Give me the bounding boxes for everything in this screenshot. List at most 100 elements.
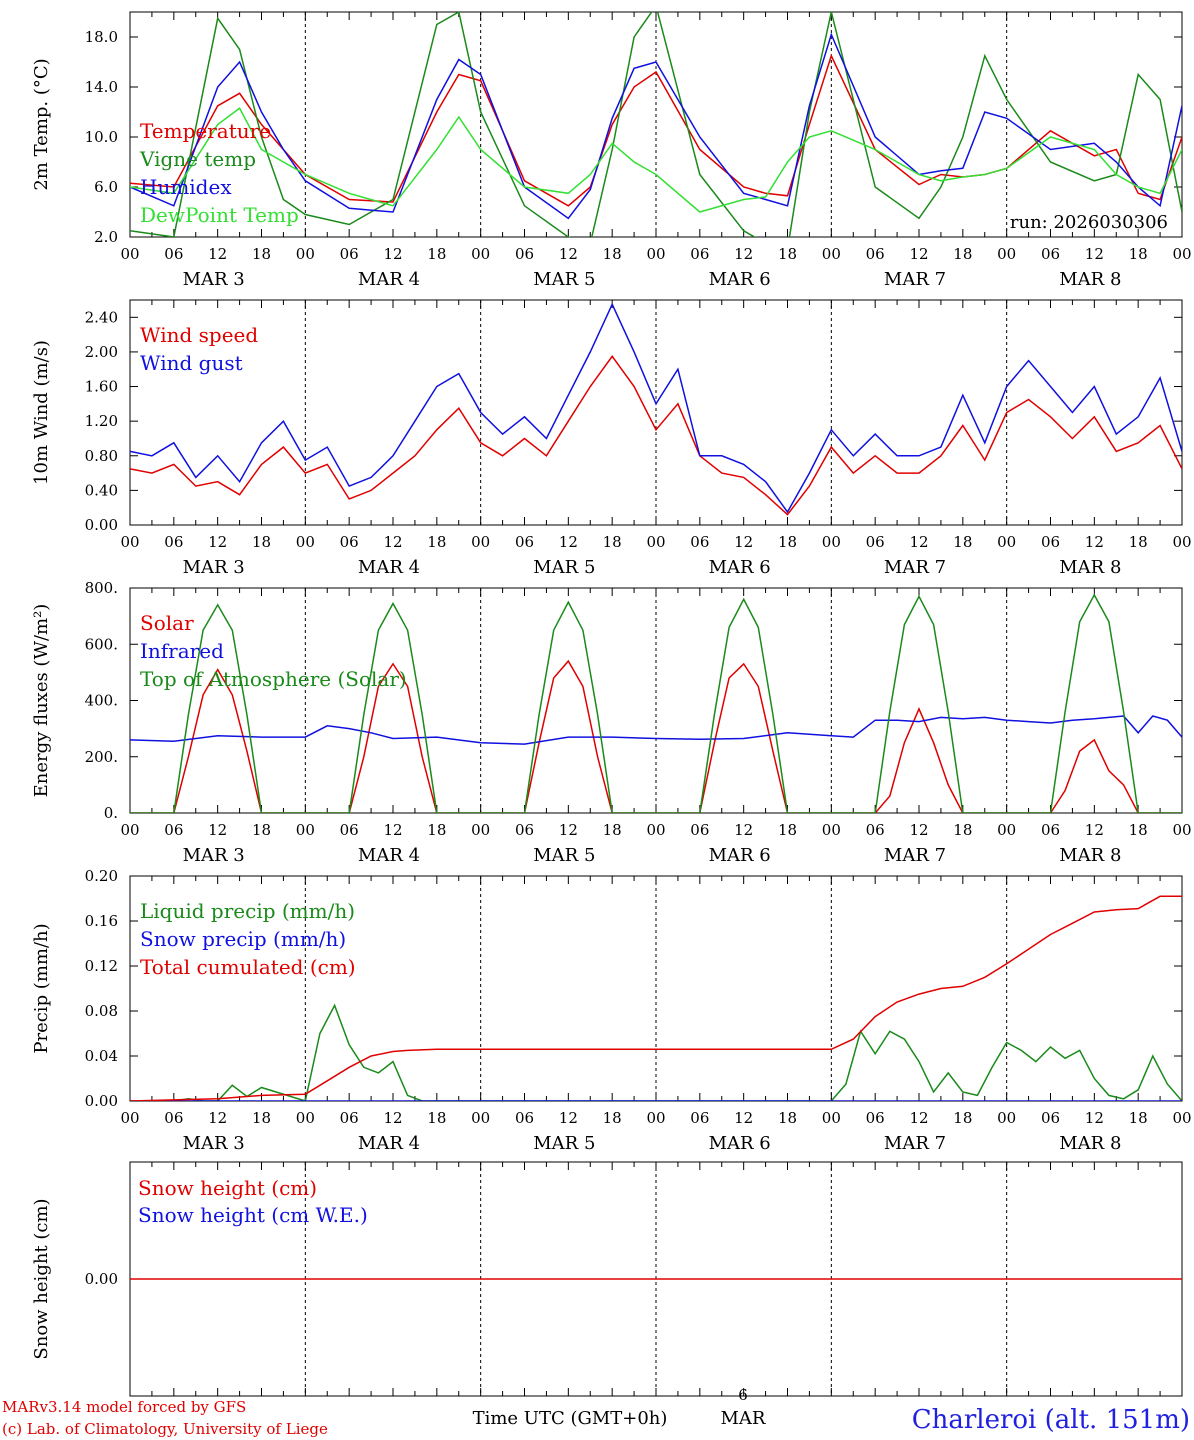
day-label: MAR 6 [709,557,771,578]
x-tick-label: 06 [866,245,885,263]
x-tick-label: 06 [1041,821,1060,839]
day-label: MAR 7 [884,1133,946,1154]
x-tick-label: 00 [822,245,841,263]
x-tick-label: 18 [603,821,622,839]
x-tick-label: 12 [909,245,928,263]
x-tick-label: 00 [120,1109,139,1127]
x-tick-label: 06 [164,533,183,551]
x-tick-label: 00 [471,1109,490,1127]
x-tick-label: 12 [1085,1109,1104,1127]
wind-frame [129,299,1183,526]
x-tick-label: 00 [822,1109,841,1127]
x-tick-label: 12 [559,1109,578,1127]
x-tick-label: 18 [778,533,797,551]
y-axis-label: Precip (mm/h) [31,923,52,1053]
precip-panel: 00 06 12 18 MAR 3 00 06 12 18 MAR 4 00 06 12 18 MAR 5 0… [31,867,1192,1154]
x-tick-label: 12 [909,533,928,551]
x-tick-label: 18 [1129,821,1148,839]
day-label: MAR 5 [533,845,595,866]
x-tick-label: 18 [778,245,797,263]
x-tick-label: 18 [252,1109,271,1127]
snow-panel: 0.00 Snow height (cm) Snow height (cm) Snow… [31,1161,1183,1397]
x-tick-label: 12 [559,821,578,839]
day-label: MAR 4 [358,845,420,866]
x-tick-label: 12 [208,821,227,839]
x-tick-label: 06 [1041,533,1060,551]
x-tick-label: 00 [646,245,665,263]
day-label: MAR 7 [884,557,946,578]
x-tick-label: 06 [866,533,885,551]
x-tick-label: 00 [471,533,490,551]
y-tick-label: 2.00 [85,343,118,361]
x-tick-label: 12 [734,821,753,839]
y-axis-label: Snow height (cm) [31,1198,52,1359]
x-tick-label: 12 [909,821,928,839]
x-tick-label: 18 [953,533,972,551]
x-tick-label: 00 [997,1109,1016,1127]
x-tick-label: 00 [646,821,665,839]
x-tick-label: 00 [120,245,139,263]
x-tick-label: 12 [383,821,402,839]
x-tick-label: 18 [1129,1109,1148,1127]
series-line-temperature [130,53,1182,207]
x-tick-label: 12 [208,1109,227,1127]
x-tick-label: 18 [603,533,622,551]
series-line-humidex [130,32,1182,220]
legend-entry: Infrared [140,639,224,663]
y-tick-label: 14.0 [85,78,118,96]
series-line-total-cumulated-cm- [130,895,1182,1101]
x-tick-label: 00 [296,533,315,551]
x-tick-label: 00 [822,533,841,551]
y-tick-label: 18.0 [85,28,118,46]
x-tick-label: 18 [953,821,972,839]
x-tick-label: 00 [296,1109,315,1127]
x-tick-label: 00 [646,1109,665,1127]
x-tick-label: 18 [427,1109,446,1127]
legend-entry: Humidex [140,175,232,199]
y-tick-label: 0.12 [85,957,118,975]
x-tick-label: 00 [997,245,1016,263]
series-line-liquid-precip-mm-h- [130,1003,1182,1101]
day-label: MAR 8 [1059,557,1121,578]
temperature-panel: 00 06 12 18 MAR 3 00 06 12 18 MAR 4 00 06 12 18 MAR 5 0… [31,11,1192,290]
x-tick-label: 12 [383,533,402,551]
legend-entry: Vigne temp [139,147,256,171]
x-tick-label: 12 [208,533,227,551]
run-label: run: 2026030306 [1010,212,1168,233]
x-tick-label: 12 [734,1109,753,1127]
current-day: 6 [738,1386,748,1404]
y-tick-label: 1.60 [85,378,118,396]
legend-entry: Wind gust [140,351,243,375]
y-tick-label: 1.20 [85,412,118,430]
x-tick-label: 06 [690,1109,709,1127]
energy-frame [129,587,1183,814]
x-tick-label: 00 [120,821,139,839]
legend-entry: DewPoint Temp [140,203,299,227]
day-label: MAR 8 [1059,845,1121,866]
day-label: MAR 7 [884,845,946,866]
x-tick-label: 00 [822,821,841,839]
y-tick-label: 0.08 [85,1002,118,1020]
x-tick-label: 12 [383,245,402,263]
legend-entry: Temperature [140,119,271,143]
y-tick-label: 2.40 [85,308,118,326]
x-tick-label: 18 [427,821,446,839]
x-tick-label: 00 [296,245,315,263]
y-tick-label: 0.04 [85,1047,118,1065]
y-tick-label: 600. [85,635,118,653]
x-tick-label: 18 [252,245,271,263]
x-tick-label: 12 [909,1109,928,1127]
legend-entry: Liquid precip (mm/h) [140,899,355,923]
x-tick-label: 06 [164,821,183,839]
x-tick-label: 18 [603,1109,622,1127]
series-line-wind-gust [130,302,1182,514]
x-tick-label: 06 [340,1109,359,1127]
day-label: MAR 5 [533,557,595,578]
x-tick-label: 06 [515,821,534,839]
x-tick-label: 06 [515,245,534,263]
day-label: MAR 8 [1059,1133,1121,1154]
x-tick-label: 00 [997,533,1016,551]
day-label: MAR 8 [1059,269,1121,290]
day-label: MAR 7 [884,269,946,290]
x-tick-label: 12 [734,533,753,551]
